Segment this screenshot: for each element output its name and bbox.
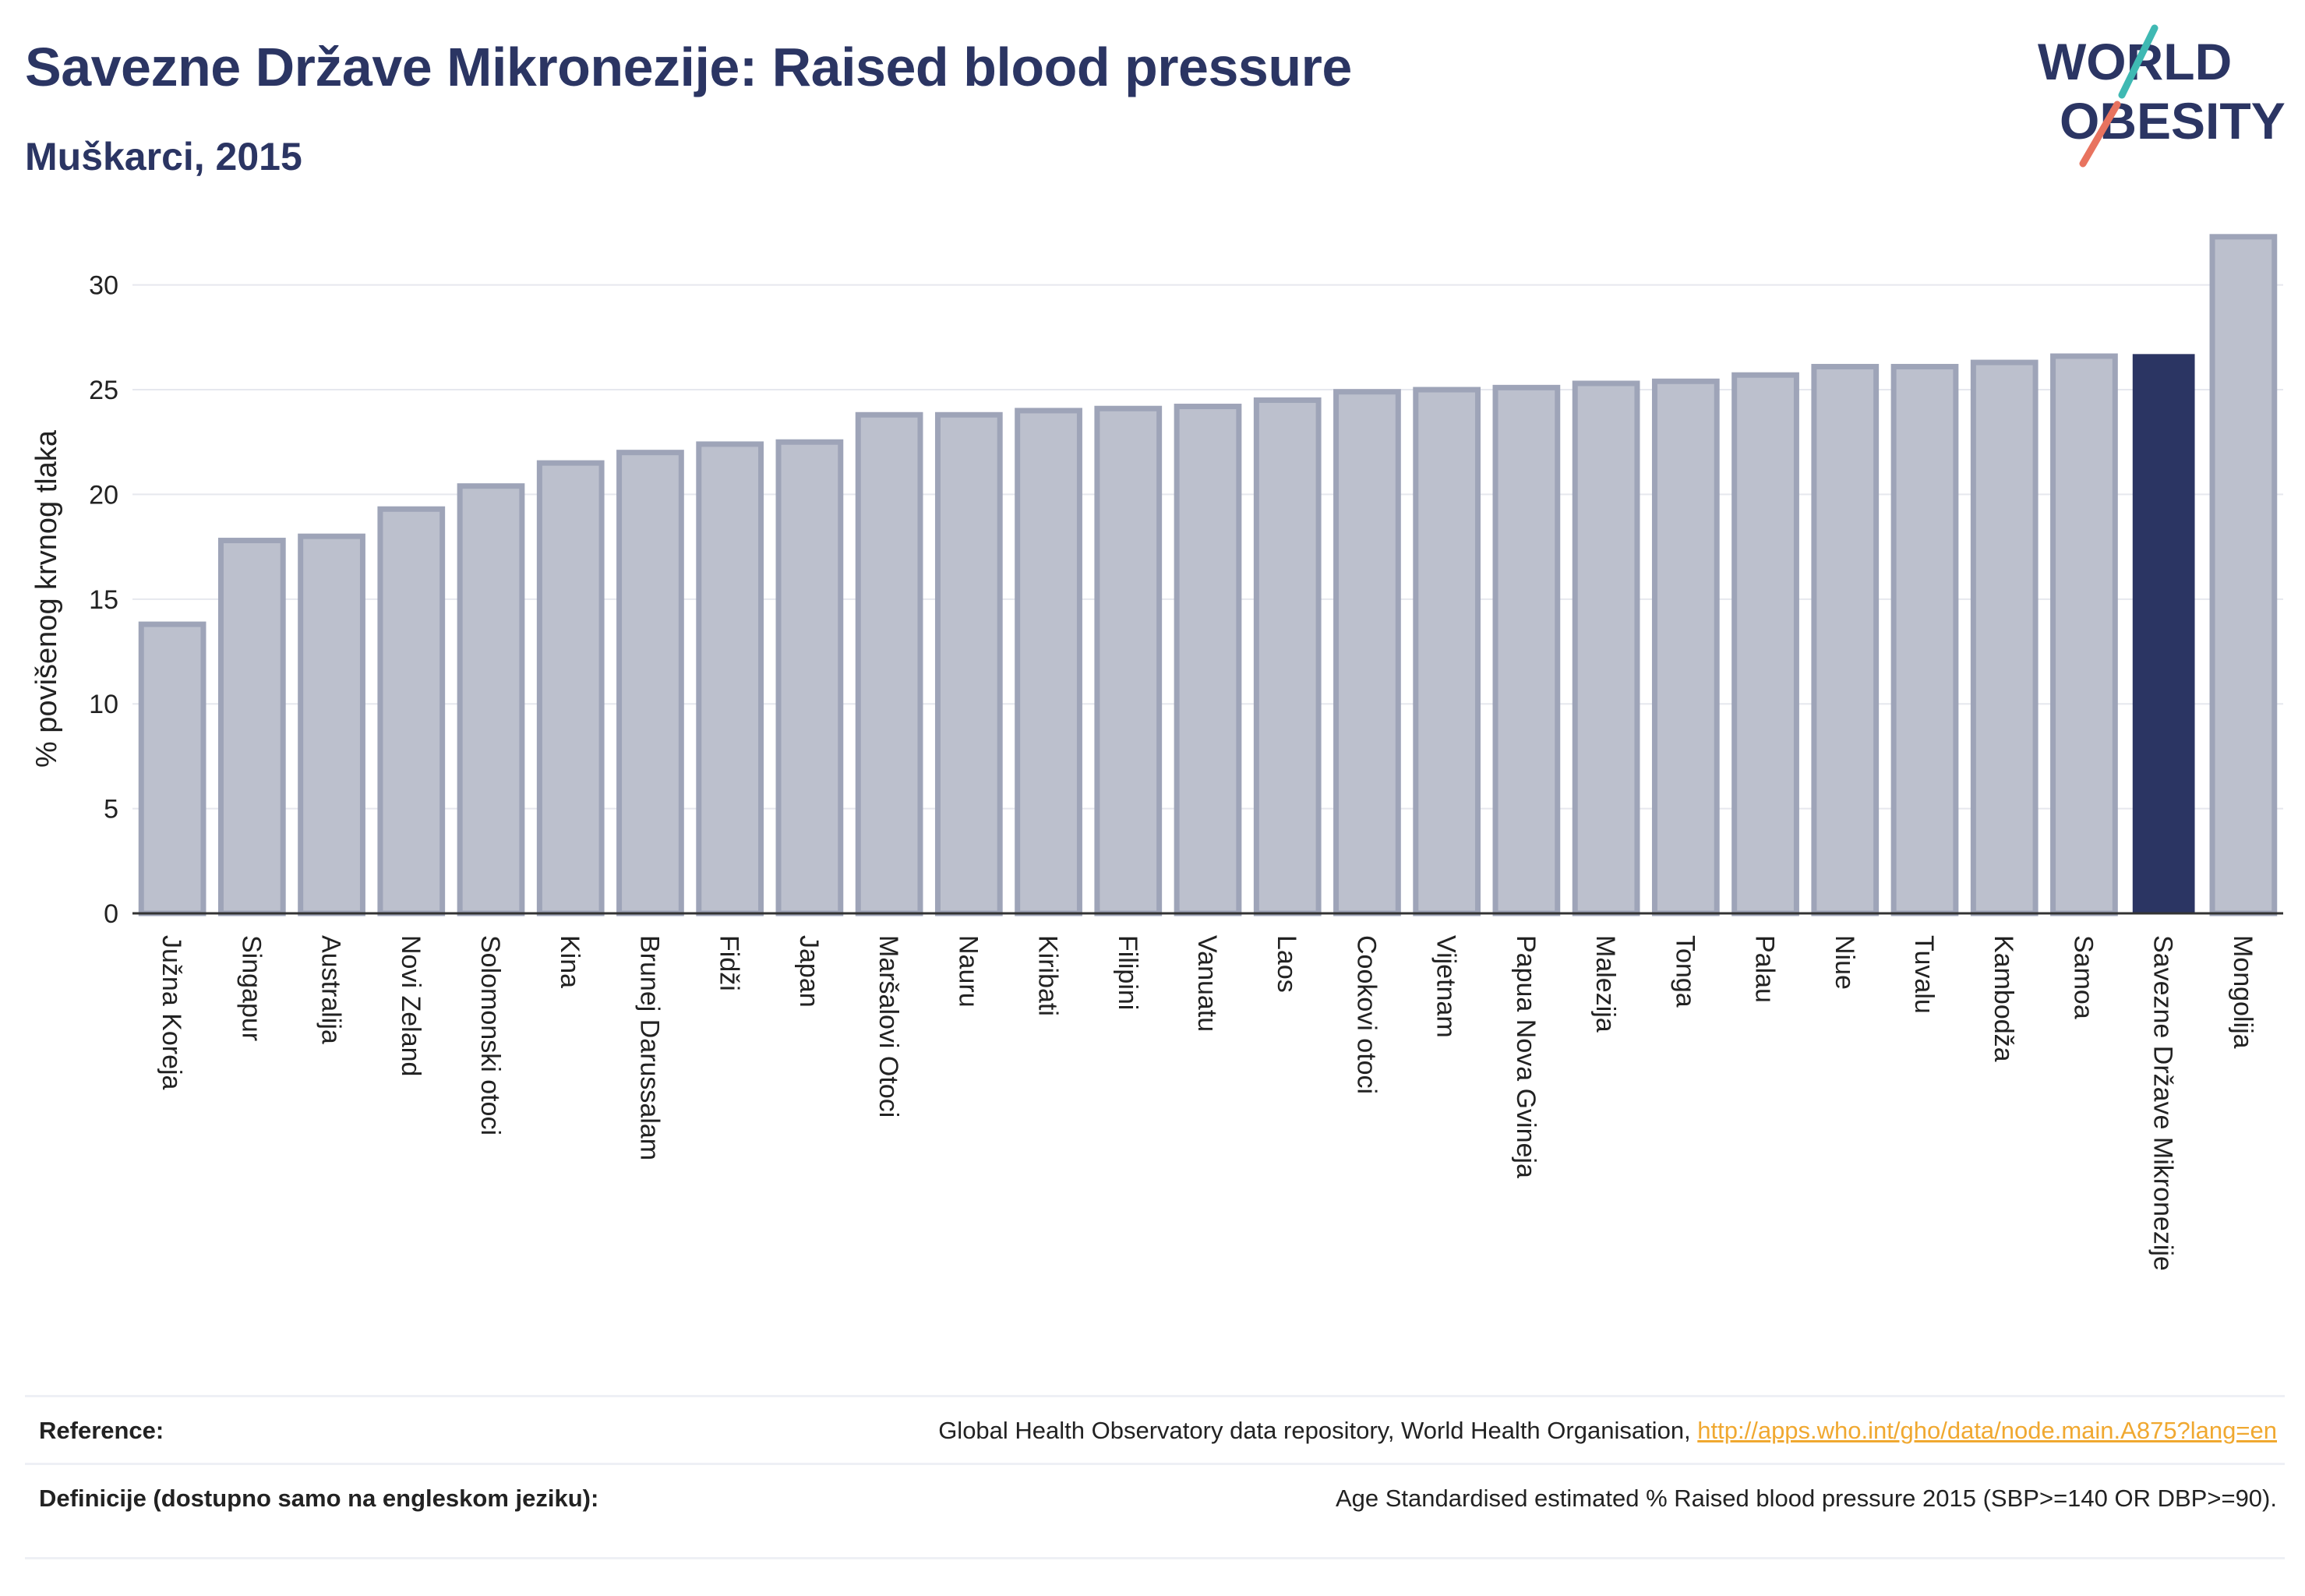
x-category-label: Australija (316, 935, 346, 1044)
bar (1890, 363, 1959, 916)
bar (1970, 359, 2038, 916)
bar (1731, 372, 1799, 916)
y-tick-label: 15 (89, 585, 118, 615)
bar-chart: 0 5 10 15 20 25 30 Južna Koreja Singapur Australi… (30, 234, 2283, 1271)
x-category-label: Maršalovi Otoci (874, 935, 903, 1118)
references-table: Reference: Global Health Observatory dat… (25, 1395, 2285, 1559)
bar (1651, 378, 1720, 916)
bar (2209, 234, 2278, 916)
x-category-label: Kina (555, 935, 584, 988)
x-category-label: Tonga (1670, 935, 1700, 1008)
bar (1811, 363, 1880, 916)
bar (1333, 389, 1401, 916)
x-category-label: Solomonski otoci (475, 935, 505, 1135)
reference-label: Reference: (39, 1417, 164, 1444)
bar (696, 441, 764, 916)
x-category-label: Malezija (1590, 935, 1620, 1033)
bar (1413, 387, 1481, 916)
y-tick-label: 5 (104, 795, 118, 824)
x-category-label: Mongolija (2228, 935, 2257, 1049)
x-category-label: Vanuatu (1192, 935, 1222, 1032)
bar (377, 506, 446, 916)
y-tick-label: 30 (89, 271, 118, 301)
bar (1015, 408, 1082, 916)
bar (536, 460, 605, 916)
bar (1174, 404, 1242, 916)
definition-row: Definicije (dostupno samo na engleskom j… (25, 1463, 2285, 1559)
bar (775, 439, 844, 916)
bar (1094, 405, 1163, 916)
y-tick-label: 0 (104, 899, 118, 929)
bar (855, 411, 923, 916)
bar-highlight (2132, 354, 2195, 913)
bar (934, 411, 1003, 916)
x-category-label: Japan (794, 935, 824, 1008)
logo-slash-teal (2118, 24, 2159, 99)
bar (616, 450, 684, 916)
y-tick-label: 10 (89, 690, 118, 719)
x-category-label: Savezne Države Mikronezije (2148, 935, 2178, 1271)
reference-row: Reference: Global Health Observatory dat… (25, 1395, 2285, 1463)
world-obesity-logo: WORLD OBESITY (2038, 24, 2286, 168)
x-category-label: Filipini (1113, 935, 1142, 1010)
x-category-label: Samoa (2068, 935, 2098, 1019)
x-category-label: Fidži (715, 935, 744, 991)
x-category-label: Nauru (953, 935, 983, 1008)
logo-slash-coral (2079, 101, 2121, 168)
reference-value: Global Health Observatory data repositor… (938, 1414, 2277, 1447)
x-category-label: Vijetnam (1431, 935, 1461, 1038)
reference-text: Global Health Observatory data repositor… (938, 1417, 1698, 1444)
x-category-label: Južna Koreja (157, 935, 186, 1090)
bar (1492, 384, 1561, 916)
x-category-label: Brunej Darussalam (634, 935, 664, 1160)
bar (217, 538, 286, 916)
chart-title: Savezne Države Mikronezije: Raised blood… (25, 37, 1352, 97)
bar (1572, 380, 1640, 916)
definition-label: Definicije (dostupno samo na engleskom j… (39, 1485, 599, 1512)
x-category-label: Palau (1750, 935, 1780, 1003)
reference-link[interactable]: http://apps.who.int/gho/data/node.main.A… (1697, 1417, 2277, 1444)
y-tick-label: 25 (89, 376, 118, 405)
bar (138, 621, 206, 916)
x-category-label: Niue (1830, 935, 1859, 990)
x-category-label: Cookovi otoci (1351, 935, 1381, 1094)
x-category-label: Novi Zeland (396, 935, 425, 1076)
bar (2050, 353, 2118, 916)
definition-text: Age Standardised estimated % Raised bloo… (1335, 1485, 2277, 1512)
chart-subtitle: Muškarci, 2015 (25, 135, 302, 178)
x-category-label: Kambodža (1989, 935, 2018, 1062)
bar (1253, 397, 1322, 916)
bar (298, 533, 365, 916)
x-category-label: Tuvalu (1909, 935, 1939, 1014)
x-category-label: Singapur (236, 935, 266, 1041)
bar (457, 483, 525, 916)
x-category-label: Papua Nova Gvineja (1511, 935, 1541, 1178)
x-category-label: Laos (1272, 935, 1301, 993)
x-category-label: Kiribati (1033, 935, 1063, 1016)
y-tick-label: 20 (89, 480, 118, 510)
y-axis-label: % povišenog krvnog tlaka (30, 429, 63, 768)
